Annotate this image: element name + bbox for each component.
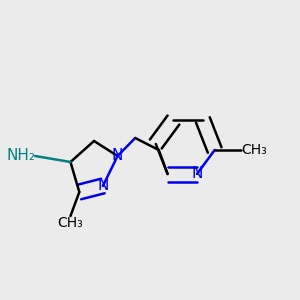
Text: CH₃: CH₃	[241, 143, 267, 157]
Text: N: N	[191, 167, 203, 182]
Text: N: N	[97, 178, 109, 194]
Text: NH₂: NH₂	[6, 148, 35, 164]
Text: N: N	[112, 148, 123, 164]
Text: CH₃: CH₃	[58, 216, 83, 230]
